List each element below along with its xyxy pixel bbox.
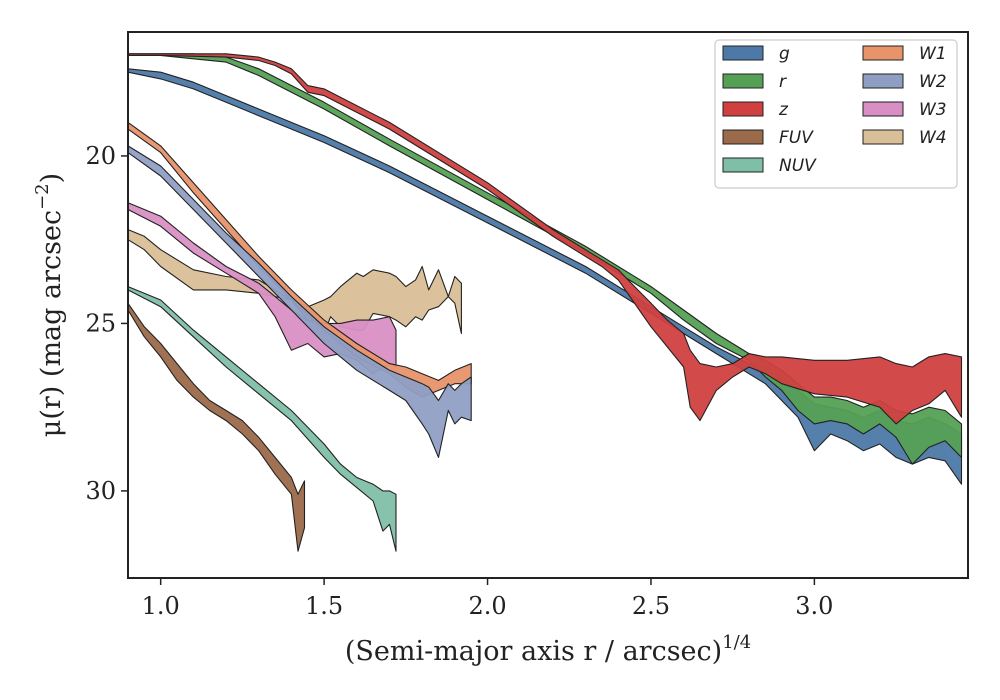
legend-label-w4: W4: [919, 128, 947, 148]
x-tick-label: 3.0: [795, 592, 833, 620]
y-tick-label: 20: [85, 142, 116, 170]
x-tick-label: 2.0: [468, 592, 506, 620]
legend-label-g: g: [779, 44, 790, 64]
y-axis-ticks: 20 25 30: [85, 142, 128, 505]
legend-swatch-w3: [862, 101, 904, 117]
legend-label-r: r: [779, 72, 787, 92]
area-band-w2: [127, 145, 472, 458]
legend-label-z: z: [778, 100, 789, 120]
legend-swatch-r: [722, 73, 764, 89]
y-axis-label: μ(r) (mag arcsec−2): [32, 173, 67, 437]
legend-label-nuv: NUV: [779, 156, 817, 176]
legend-swatch-w4: [862, 129, 904, 145]
legend-swatch-nuv: [722, 157, 764, 173]
y-tick-label: 30: [85, 477, 116, 505]
area-bands: [127, 53, 963, 552]
legend-label-w1: W1: [919, 44, 947, 64]
legend-label-w3: W3: [919, 100, 947, 120]
x-tick-label: 1.5: [305, 592, 343, 620]
x-axis-label: (Semi-major axis r / arcsec)1/4: [345, 632, 751, 667]
y-tick-label: 25: [85, 309, 116, 337]
area-band-nuv: [127, 286, 397, 552]
area-band-fuv: [127, 302, 306, 552]
legend-label-w2: W2: [919, 72, 947, 92]
area-band-z: [127, 53, 963, 425]
plot-frame: [127, 31, 969, 579]
legend-swatch-w1: [862, 45, 904, 61]
legend-label-fuv: FUV: [779, 128, 814, 148]
x-axis-label-text: (Semi-major axis r / arcsec): [345, 636, 722, 667]
x-tick-label: 1.0: [142, 592, 180, 620]
legend-swatch-z: [722, 101, 764, 117]
legend-swatch-w2: [862, 73, 904, 89]
legend-swatch-fuv: [722, 129, 764, 145]
x-axis-ticks: 1.0 1.5 2.0 2.5 3.0: [142, 578, 833, 620]
y-axis-label-exponent: −2: [32, 183, 53, 210]
x-tick-label: 2.5: [632, 592, 670, 620]
y-axis-label-text: μ(r) (mag arcsec: [36, 210, 67, 437]
x-axis-label-exponent: 1/4: [722, 632, 751, 653]
y-axis-label-close: ): [36, 173, 67, 184]
legend: grz FUV NUV W1 W2 W3 W4: [714, 39, 958, 189]
legend-swatch-g: [722, 45, 764, 61]
